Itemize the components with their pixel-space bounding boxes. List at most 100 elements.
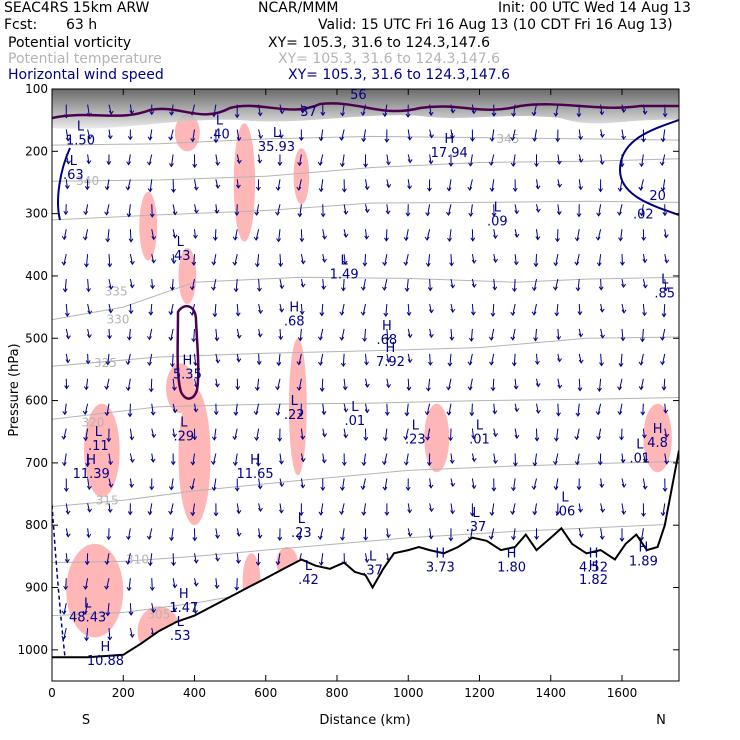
wind-arrow-head	[574, 461, 580, 466]
wind-arrow-head	[339, 136, 345, 141]
wind-arrow	[578, 353, 584, 364]
wind-arrow-head	[276, 238, 281, 243]
wind-arrow	[642, 428, 647, 439]
wind-arrow-head	[87, 135, 93, 140]
wind-arrow-shaft	[513, 353, 516, 366]
wind-arrow-head	[254, 263, 260, 268]
wind-arrow-shaft	[170, 129, 174, 140]
pv-region-3	[139, 191, 158, 261]
wind-arrow-shaft	[319, 154, 324, 166]
isentrope-335	[52, 200, 679, 221]
pv-extremum-kind: H	[179, 587, 189, 602]
wind-arrow-head	[172, 386, 177, 391]
wind-arrow-shaft	[149, 553, 153, 566]
wind-arrow	[83, 428, 89, 442]
wind-arrow	[574, 254, 580, 266]
wind-arrow	[340, 279, 346, 292]
wind-arrow-shaft	[450, 503, 454, 514]
wind-arrow-head	[618, 237, 623, 242]
wind-arrow-shaft	[149, 503, 153, 515]
pv-extremum: H11.65	[236, 453, 273, 482]
wind-arrow	[189, 278, 195, 291]
pv-extremum-kind: H	[589, 546, 599, 561]
wind-arrow-shaft	[470, 204, 473, 217]
wind-arrow	[642, 254, 648, 264]
wind-arrow-head	[297, 162, 302, 167]
wind-arrow	[172, 204, 178, 216]
pv-extremum: L.22	[284, 394, 305, 423]
x-tick-label: 1600	[607, 686, 638, 700]
pv-region-8	[288, 338, 307, 476]
pv-extremum-kind: L	[291, 394, 299, 409]
wind-arrow	[192, 528, 198, 542]
wind-arrow-head	[488, 535, 494, 540]
wind-arrow-head	[66, 160, 71, 165]
wind-arrow-head	[553, 486, 559, 491]
wind-arrow-shaft	[343, 254, 346, 265]
wind-arrow-head	[599, 362, 604, 367]
wind-arrow-shaft	[300, 303, 303, 315]
wind-arrow-shaft	[108, 129, 111, 139]
wind-arrow-head	[254, 211, 260, 216]
wind-arrow	[84, 627, 89, 642]
wind-arrow-shaft	[533, 478, 537, 490]
pv-extremum-value: .01	[629, 451, 650, 466]
wind-arrow-head	[64, 385, 70, 390]
wind-arrow	[386, 154, 391, 166]
wind-arrow	[108, 278, 114, 290]
pv-extremum: L1.50	[66, 120, 95, 149]
wind-arrow-shaft	[322, 229, 326, 239]
wind-arrow	[87, 503, 93, 513]
isentrope-label-305: 305	[147, 607, 170, 621]
wind-arrow-shaft	[386, 353, 390, 363]
wind-arrow	[86, 154, 92, 165]
wind-arrow	[555, 503, 561, 516]
wind-arrow	[277, 528, 283, 541]
wind-arrow	[62, 403, 68, 416]
wind-arrow-shaft	[407, 503, 411, 513]
wind-arrow-shaft	[619, 378, 623, 390]
wind-arrow	[279, 453, 284, 465]
wind-arrow-shaft	[65, 503, 69, 514]
wind-arrow	[427, 353, 433, 366]
wind-arrow-head	[130, 458, 135, 464]
wind-arrow-shaft	[106, 378, 110, 390]
wind-arrow-head	[510, 336, 516, 341]
wind-arrow-shaft	[493, 229, 496, 239]
wind-arrow	[492, 403, 498, 415]
wind-arrow-head	[620, 459, 626, 464]
wind-arrow-head	[168, 163, 174, 168]
wind-arrow-shaft	[150, 303, 153, 315]
wind-arrow	[553, 104, 559, 117]
y-tick-label: 300	[25, 207, 48, 221]
wind-arrow-shaft	[258, 353, 260, 365]
wind-arrow-head	[534, 535, 539, 541]
wind-arrow-head	[168, 486, 174, 491]
wind-arrow-head	[363, 163, 369, 168]
wind-arrow-head	[107, 335, 113, 340]
wind-arrow-head	[62, 288, 68, 293]
wind-arrow-head	[168, 311, 174, 316]
wind-arrow-head	[406, 311, 412, 317]
wind-arrow-head	[428, 111, 434, 117]
wind-arrow-head	[425, 387, 431, 392]
wind-arrow	[171, 553, 176, 567]
wind-arrow	[192, 428, 198, 441]
wind-arrow-head	[233, 288, 239, 293]
wind-arrow	[599, 154, 605, 166]
south-end-label: S	[82, 713, 90, 728]
wind-arrow-shaft	[449, 353, 452, 366]
wind-arrow	[190, 453, 196, 466]
wind-arrow-shaft	[170, 303, 174, 315]
wind-arrow-shaft	[215, 378, 218, 387]
wind-arrow-head	[257, 333, 263, 338]
y-tick-label: 600	[25, 394, 48, 408]
wind-arrow	[641, 229, 647, 242]
wind-arrow-shaft	[148, 154, 153, 165]
wind-arrow-head	[320, 111, 326, 117]
y-tick-label: 400	[25, 269, 48, 283]
wind-arrow	[232, 254, 238, 266]
wind-arrow	[320, 204, 326, 218]
wind-arrow	[662, 478, 668, 493]
x-tick-label: 0	[48, 686, 56, 700]
